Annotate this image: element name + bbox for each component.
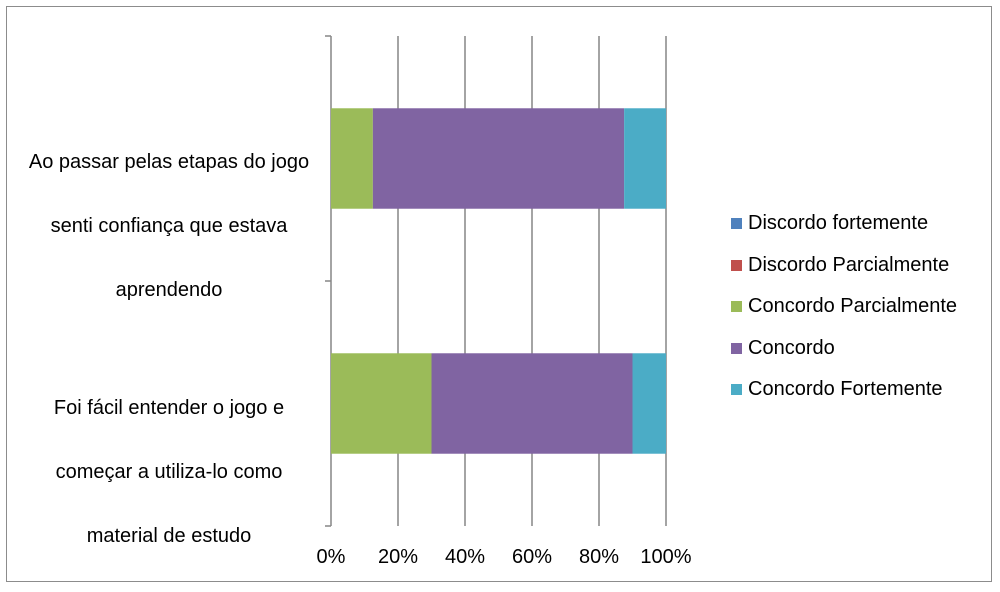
x-tick-label: 60%	[512, 546, 552, 568]
legend: Discordo fortemente Discordo Parcialment…	[731, 203, 957, 411]
legend-item: Discordo Parcialmente	[731, 245, 957, 287]
legend-swatch	[731, 384, 742, 396]
legend-swatch	[731, 301, 742, 313]
category-label-line: aprendendo	[115, 279, 223, 301]
legend-label: Concordo Parcialmente	[748, 295, 957, 318]
bar-segment	[331, 353, 432, 454]
category-label-line: senti confiança que estava	[50, 215, 288, 237]
legend-label: Discordo fortemente	[748, 212, 929, 235]
legend-swatch	[731, 342, 742, 354]
chart-frame: 0% 20% 40% 60% 80% 100% Ao passar pelas etapa…	[6, 6, 992, 582]
bar-segment	[331, 108, 373, 209]
category-label: Foi fácil entender o jogo e começar a ut…	[19, 360, 319, 552]
legend-item: Concordo Parcialmente	[731, 286, 957, 328]
bar-segment	[624, 108, 666, 209]
legend-label: Concordo	[748, 336, 835, 359]
x-tick-label: 100%	[640, 546, 691, 568]
bar-segment	[372, 108, 625, 209]
category-label-line: material de estudo	[86, 525, 252, 547]
x-tick-label: 40%	[445, 546, 485, 568]
legend-swatch	[731, 218, 742, 230]
x-tick-label: 0%	[317, 546, 346, 568]
bar-segment	[431, 353, 633, 454]
category-label-line: Foi fácil entender o jogo e	[53, 397, 285, 419]
chart-plot: 0% 20% 40% 60% 80% 100%	[317, 35, 692, 568]
legend-swatch	[731, 259, 742, 271]
legend-item: Concordo Fortemente	[731, 369, 957, 411]
legend-item: Concordo	[731, 328, 957, 370]
category-label: Ao passar pelas etapas do jogo senti con…	[19, 114, 319, 306]
bar-segment	[632, 353, 666, 454]
category-label-line: Ao passar pelas etapas do jogo	[28, 151, 310, 173]
x-tick-label: 20%	[378, 546, 418, 568]
legend-label: Discordo Parcialmente	[748, 253, 950, 276]
legend-label: Concordo Fortemente	[748, 378, 943, 401]
x-tick-label: 80%	[579, 546, 619, 568]
category-label-line: começar a utiliza-lo como	[55, 461, 283, 483]
legend-item: Discordo fortemente	[731, 203, 957, 245]
